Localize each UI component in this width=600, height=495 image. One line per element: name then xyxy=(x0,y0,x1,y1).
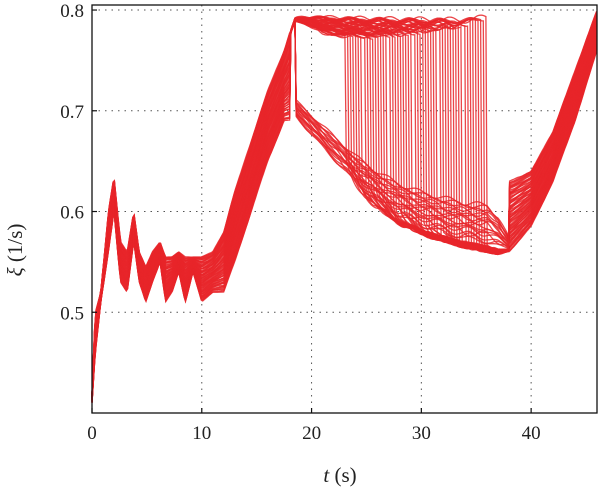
x-axis-ticks: 0 10 20 30 40 xyxy=(87,408,541,444)
y-axis-symbol: ξ xyxy=(3,267,27,276)
x-tick-label: 10 xyxy=(192,423,211,444)
y-tick-label: 0.8 xyxy=(60,1,84,22)
trajectory-line xyxy=(91,10,598,393)
x-tick-label: 30 xyxy=(412,423,431,444)
x-axis-unit: (s) xyxy=(334,463,356,487)
plot-frame xyxy=(91,4,598,414)
x-tick-label: 0 xyxy=(87,423,97,444)
y-axis-label: ξ (1/s) xyxy=(3,224,27,277)
y-tick-label: 0.6 xyxy=(60,203,84,224)
y-tick-label: 0.7 xyxy=(60,102,84,123)
x-axis-label: t (s) xyxy=(323,463,356,487)
trajectory-line xyxy=(91,17,598,398)
x-tick-label: 40 xyxy=(522,423,541,444)
y-axis-unit: (1/s) xyxy=(3,224,27,263)
x-tick-label: 20 xyxy=(302,423,321,444)
trajectory-line xyxy=(91,18,598,399)
y-axis-ticks: 0.5 0.6 0.7 0.8 xyxy=(60,1,97,324)
trajectory-band xyxy=(91,10,598,403)
y-tick-label: 0.5 xyxy=(60,303,84,324)
x-axis-symbol: t xyxy=(323,463,330,487)
